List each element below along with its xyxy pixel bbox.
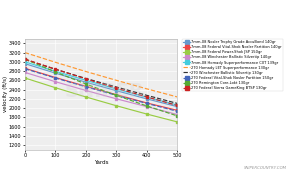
7mm-08 Federal Power-Shok JSP 150gr	[54, 87, 57, 89]
Legend: 7mm-08 Nosler Trophy Grade AccuBond 140gr, 7mm-08 Federal Vital-Shok Nosler Part: 7mm-08 Nosler Trophy Grade AccuBond 140g…	[182, 39, 283, 92]
7mm-08 Winchester Ballistic Silvertip 140gr	[84, 89, 88, 92]
270 Winchester Ballistic Silvertip 130gr	[115, 86, 118, 88]
270 Remington Core-Lokt 130gr	[23, 58, 27, 60]
7mm-08 Winchester Ballistic Silvertip 140gr	[54, 81, 57, 83]
Line: 270 Federal Sierra GameKing BTSP 130gr: 270 Federal Sierra GameKing BTSP 130gr	[24, 58, 178, 107]
270 Hornady LET Superperformance 130gr	[23, 52, 27, 54]
Text: SNIPER: SNIPER	[64, 82, 144, 101]
7mm-08 Hornady Superperformance CXT 139gr	[176, 104, 179, 106]
270 Remington Core-Lokt 130gr	[115, 94, 118, 96]
Line: 7mm-08 Hornady Superperformance CXT 139gr: 7mm-08 Hornady Superperformance CXT 139g…	[24, 61, 178, 106]
7mm-08 Nosler Trophy Grade AccuBond 140gr	[23, 63, 27, 65]
7mm-08 Federal Power-Shok JSP 150gr	[176, 121, 179, 123]
7mm-08 Federal Power-Shok JSP 150gr	[23, 77, 27, 79]
270 Federal Vital-Shok Nosler Partition 150gr	[176, 110, 179, 112]
Line: 270 Federal Vital-Shok Nosler Partition 150gr: 270 Federal Vital-Shok Nosler Partition …	[24, 67, 178, 112]
270 Federal Sierra GameKing BTSP 130gr	[145, 96, 149, 98]
7mm-08 Hornady Superperformance CXT 139gr	[54, 70, 57, 72]
270 Federal Vital-Shok Nosler Partition 150gr	[84, 86, 88, 88]
7mm-08 Nosler Trophy Grade AccuBond 140gr	[54, 72, 57, 74]
Line: 270 Remington Core-Lokt 130gr: 270 Remington Core-Lokt 130gr	[24, 58, 178, 117]
270 Federal Sierra GameKing BTSP 130gr	[115, 87, 118, 89]
7mm-08 Nosler Trophy Grade AccuBond 140gr	[115, 90, 118, 92]
7mm-08 Hornady Superperformance CXT 139gr	[23, 61, 27, 63]
270 Federal Sierra GameKing BTSP 130gr	[176, 104, 179, 106]
7mm-08 Nosler Trophy Grade AccuBond 140gr	[176, 106, 179, 108]
270 Federal Vital-Shok Nosler Partition 150gr	[23, 68, 27, 70]
270 Remington Core-Lokt 130gr	[176, 115, 179, 117]
Line: 270 Hornady LET Superperformance 130gr: 270 Hornady LET Superperformance 130gr	[25, 53, 177, 97]
270 Hornady LET Superperformance 130gr	[145, 88, 149, 90]
7mm-08 Federal Vital-Shok Nosler Partition 140gr	[54, 77, 57, 79]
270 Remington Core-Lokt 130gr	[54, 71, 57, 73]
Line: 270 Winchester Ballistic Silvertip 130gr: 270 Winchester Ballistic Silvertip 130gr	[25, 60, 177, 103]
Text: SNIPERCOUNTRY.COM: SNIPERCOUNTRY.COM	[244, 166, 287, 170]
270 Winchester Ballistic Silvertip 130gr	[145, 94, 149, 96]
Line: 7mm-08 Federal Vital-Shok Nosler Partition 140gr: 7mm-08 Federal Vital-Shok Nosler Partiti…	[24, 67, 178, 112]
Line: 7mm-08 Winchester Ballistic Silvertip 140gr: 7mm-08 Winchester Ballistic Silvertip 14…	[24, 71, 178, 116]
270 Federal Sierra GameKing BTSP 130gr	[23, 58, 27, 60]
7mm-08 Hornady Superperformance CXT 139gr	[145, 96, 149, 98]
7mm-08 Federal Vital-Shok Nosler Partition 140gr	[145, 102, 149, 104]
270 Federal Sierra GameKing BTSP 130gr	[54, 68, 57, 70]
7mm-08 Nosler Trophy Grade AccuBond 140gr	[84, 81, 88, 83]
7mm-08 Federal Power-Shok JSP 150gr	[145, 113, 149, 115]
270 Hornady LET Superperformance 130gr	[176, 96, 179, 98]
270 Winchester Ballistic Silvertip 130gr	[176, 102, 179, 104]
7mm-08 Winchester Ballistic Silvertip 140gr	[115, 98, 118, 100]
7mm-08 Federal Vital-Shok Nosler Partition 140gr	[84, 85, 88, 87]
7mm-08 Winchester Ballistic Silvertip 140gr	[145, 106, 149, 108]
7mm-08 Winchester Ballistic Silvertip 140gr	[176, 114, 179, 116]
7mm-08 Federal Vital-Shok Nosler Partition 140gr	[176, 109, 179, 111]
7mm-08 Hornady Superperformance CXT 139gr	[115, 88, 118, 90]
270 Winchester Ballistic Silvertip 130gr	[23, 58, 27, 61]
7mm-08 Federal Vital-Shok Nosler Partition 140gr	[115, 94, 118, 96]
270 Hornady LET Superperformance 130gr	[115, 79, 118, 81]
270 Federal Vital-Shok Nosler Partition 150gr	[115, 94, 118, 96]
270 Winchester Ballistic Silvertip 130gr	[54, 68, 57, 70]
X-axis label: Yards: Yards	[94, 159, 108, 164]
270 Federal Vital-Shok Nosler Partition 150gr	[54, 77, 57, 79]
7mm-08 Winchester Ballistic Silvertip 140gr	[23, 71, 27, 73]
Line: 7mm-08 Federal Power-Shok JSP 150gr: 7mm-08 Federal Power-Shok JSP 150gr	[24, 77, 178, 123]
7mm-08 Federal Power-Shok JSP 150gr	[115, 105, 118, 107]
270 Remington Core-Lokt 130gr	[145, 105, 149, 107]
7mm-08 Federal Power-Shok JSP 150gr	[84, 96, 88, 98]
Text: BULLET VELOCITY: BULLET VELOCITY	[84, 9, 209, 22]
270 Federal Sierra GameKing BTSP 130gr	[84, 78, 88, 80]
270 Hornady LET Superperformance 130gr	[84, 71, 88, 73]
270 Remington Core-Lokt 130gr	[84, 83, 88, 85]
7mm-08 Hornady Superperformance CXT 139gr	[84, 79, 88, 81]
270 Hornady LET Superperformance 130gr	[54, 61, 57, 63]
270 Federal Vital-Shok Nosler Partition 150gr	[145, 102, 149, 104]
Line: 7mm-08 Nosler Trophy Grade AccuBond 140gr: 7mm-08 Nosler Trophy Grade AccuBond 140g…	[24, 62, 178, 108]
270 Winchester Ballistic Silvertip 130gr	[84, 77, 88, 79]
Y-axis label: velocity (ft/s): velocity (ft/s)	[3, 76, 8, 112]
7mm-08 Federal Vital-Shok Nosler Partition 140gr	[23, 67, 27, 69]
7mm-08 Nosler Trophy Grade AccuBond 140gr	[145, 98, 149, 100]
